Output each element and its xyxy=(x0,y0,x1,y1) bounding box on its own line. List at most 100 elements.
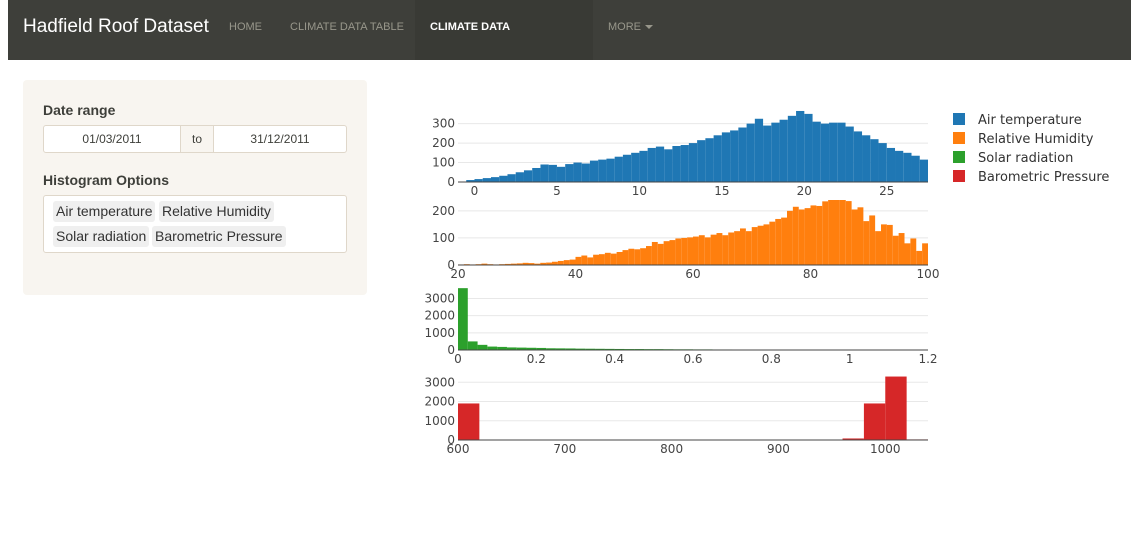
histogram-bar xyxy=(604,252,611,265)
histogram-bar xyxy=(614,348,625,350)
histogram-bar xyxy=(458,288,468,350)
histogram-bar xyxy=(857,207,864,265)
histogram-bar xyxy=(532,167,541,182)
histogram-bar xyxy=(528,263,535,265)
histogram-bar xyxy=(458,403,480,440)
legend-label: Barometric Pressure xyxy=(978,170,1109,185)
x-tick-label: 0.8 xyxy=(762,352,781,366)
nav-more-dropdown[interactable]: MORE xyxy=(593,0,668,60)
histogram-bar xyxy=(829,122,838,182)
histogram-bar xyxy=(740,228,746,265)
histogram-bar xyxy=(870,139,879,182)
histogram-bar xyxy=(820,123,830,182)
histogram-bar xyxy=(693,236,699,265)
histogram-bar xyxy=(595,348,605,350)
histogram-bar xyxy=(616,252,623,265)
histogram-bar xyxy=(738,127,747,182)
histogram-bar xyxy=(705,138,714,182)
date-separator: to xyxy=(181,125,213,153)
histogram-bar xyxy=(593,254,599,265)
date-end-input[interactable]: 31/12/2011 xyxy=(213,125,347,153)
histogram-bar xyxy=(869,215,876,265)
histogram-bar xyxy=(837,122,846,182)
x-tick-label: 20 xyxy=(797,184,812,198)
histogram-bar xyxy=(721,132,731,182)
histogram-bar xyxy=(569,259,576,265)
histogram-bar xyxy=(751,227,758,265)
histogram-bar xyxy=(916,250,923,265)
histogram-bar xyxy=(763,224,770,265)
histogram-bar xyxy=(651,241,658,265)
histogram-bar xyxy=(587,257,594,265)
y-tick-label: 200 xyxy=(432,204,455,218)
histogram-bar xyxy=(575,348,586,350)
brand-title[interactable]: Hadfield Roof Dataset xyxy=(23,16,209,37)
histogram-bar xyxy=(548,164,557,182)
histogram-bar xyxy=(482,178,491,182)
histogram-bar xyxy=(919,159,928,182)
nav-home[interactable]: HOME xyxy=(229,21,262,33)
histogram-bar xyxy=(466,180,475,182)
histogram-bar xyxy=(798,209,805,265)
option-chip-air-temperature[interactable]: Air temperature xyxy=(53,201,156,222)
legend-swatch xyxy=(953,132,965,144)
histogram-bar xyxy=(886,147,896,182)
histogram-bar xyxy=(910,238,917,265)
histogram-bar xyxy=(904,243,911,265)
histogram-bar xyxy=(816,205,823,265)
option-chip-solar-radiation[interactable]: Solar radiation xyxy=(53,226,150,247)
histogram-bar xyxy=(713,135,722,182)
histogram-bar xyxy=(853,131,863,182)
histogram-bar xyxy=(663,241,670,265)
histogram-bar xyxy=(490,177,500,182)
x-tick-label: 0.6 xyxy=(683,352,702,366)
nav-climate-data-histograms[interactable]: CLIMATE DATA HISTOGRAMS xyxy=(415,0,593,88)
y-tick-label: 200 xyxy=(432,136,455,150)
sidebar-panel: Date range 01/03/2011 to 31/12/2011 Hist… xyxy=(23,80,367,295)
histogram-bar xyxy=(792,206,799,265)
histogram-bar xyxy=(507,174,516,182)
histogram-bar xyxy=(647,147,656,182)
histogram-bar xyxy=(669,240,676,265)
histogram-bar xyxy=(810,205,817,265)
histogram-bar xyxy=(506,347,517,350)
x-tick-label: 1000 xyxy=(870,442,901,456)
histogram-bar xyxy=(787,115,797,182)
x-tick-label: 0 xyxy=(471,184,479,198)
histogram-bar xyxy=(610,253,617,265)
histogram-bar xyxy=(497,346,507,350)
y-tick-label: 3000 xyxy=(424,375,455,389)
histogram-bar xyxy=(886,224,893,265)
y-tick-label: 0 xyxy=(447,258,455,272)
histogram-bar xyxy=(903,152,912,182)
histogram-bar xyxy=(681,237,688,265)
histogram-bar xyxy=(581,163,590,182)
option-chip-relative-humidity[interactable]: Relative Humidity xyxy=(159,201,274,222)
histogram-bar xyxy=(505,263,511,265)
histogram-bar xyxy=(775,218,782,265)
histogram-bar xyxy=(728,232,735,265)
histogram-bar xyxy=(557,260,564,265)
histogram-bar xyxy=(716,233,723,265)
histogram-bar xyxy=(487,346,498,350)
histogram-options-select[interactable]: Air temperature Relative Humidity Solar … xyxy=(43,195,347,253)
nav-climate-data-table[interactable]: CLIMATE DATA TABLE xyxy=(290,21,404,33)
histogram-bar xyxy=(911,155,920,182)
histogram-bar xyxy=(885,376,907,440)
chevron-down-icon xyxy=(645,25,653,30)
y-tick-label: 100 xyxy=(432,156,455,170)
histogram-bar xyxy=(526,347,537,350)
date-start-input[interactable]: 01/03/2011 xyxy=(43,125,181,153)
y-tick-label: 300 xyxy=(432,117,455,131)
option-chip-barometric-pressure[interactable]: Barometric Pressure xyxy=(152,226,286,247)
histogram-bar xyxy=(734,231,740,265)
x-tick-label: 1 xyxy=(846,352,854,366)
x-tick-label: 800 xyxy=(660,442,683,456)
x-tick-label: 700 xyxy=(553,442,576,456)
histogram-bar xyxy=(754,118,764,182)
legend-swatch xyxy=(953,113,965,125)
x-tick-label: 40 xyxy=(568,267,583,281)
histogram-bar xyxy=(614,156,623,182)
histogram-bar xyxy=(878,143,887,182)
histogram-bar xyxy=(804,113,813,182)
